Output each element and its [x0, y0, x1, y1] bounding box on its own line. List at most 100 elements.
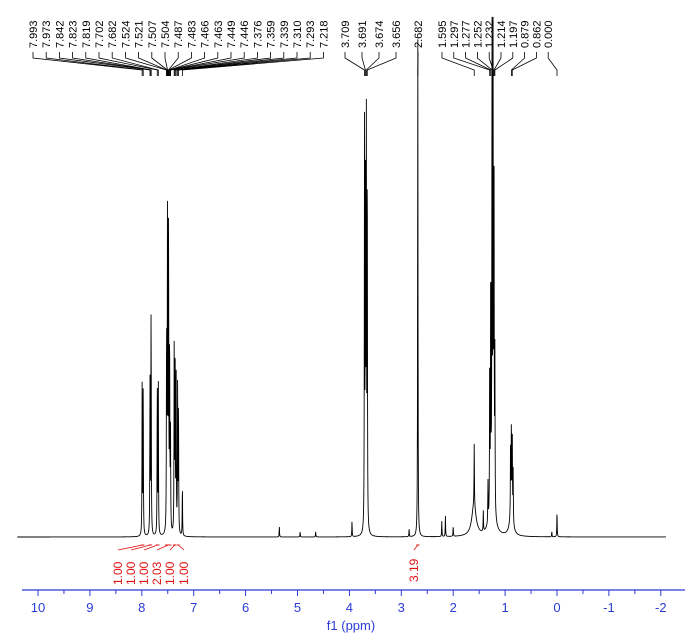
peak-label: 3.656	[391, 20, 403, 48]
x-axis: 10 9 8 7 6 5 4 3 2 1 0 -1 -2	[22, 589, 685, 615]
x-tick-label: 7	[190, 600, 197, 615]
peak-label: 7.310	[292, 20, 304, 48]
peak-leader-line	[178, 52, 311, 76]
peak-label: 7.293	[305, 20, 317, 48]
integral-label: 1.00	[177, 561, 191, 585]
peak-leader-line	[547, 52, 558, 76]
integral-leader	[178, 544, 185, 551]
x-tick-label: 4	[346, 600, 353, 615]
peak-label: 7.449	[226, 20, 238, 48]
peak-leader-line	[465, 52, 492, 76]
x-tick-label: 0	[553, 600, 560, 615]
peak-label: 7.446	[239, 20, 251, 48]
peak-label: 7.524	[120, 20, 132, 48]
peak-label: 3.674	[374, 20, 386, 48]
peak-leader-line	[164, 52, 168, 76]
peak-leader-line	[45, 52, 144, 76]
peak-leader-line	[170, 52, 245, 76]
x-tick-label: -2	[655, 600, 667, 615]
peak-label: 7.973	[41, 20, 53, 48]
peak-label: 7.504	[160, 20, 172, 48]
peak-leader-line	[493, 52, 502, 76]
integral-label: 3.19	[407, 558, 421, 582]
integral-leader	[143, 544, 158, 551]
peak-label: 7.359	[266, 20, 278, 48]
integral-leader	[413, 544, 419, 551]
peak-leader-line	[494, 52, 514, 76]
peak-label: 1.595	[437, 20, 449, 48]
peak-label: 3.691	[357, 20, 369, 48]
peak-label: 7.507	[147, 20, 159, 48]
peak-leader-line	[173, 52, 258, 76]
peak-leader-line	[366, 52, 397, 76]
x-tick-label: 10	[31, 600, 45, 615]
spectrum-line	[17, 16, 666, 538]
peak-leader-line	[344, 52, 365, 76]
integral-label: 1.00	[137, 561, 151, 585]
peak-leader-line	[361, 52, 366, 76]
integral-leader	[117, 544, 143, 551]
peak-leader-line	[98, 52, 158, 76]
integral-leader	[130, 544, 151, 551]
integral-label: 1.00	[111, 561, 125, 585]
x-tick-label: 6	[242, 600, 249, 615]
peak-label: 7.993	[28, 20, 40, 48]
peak-label: 7.339	[279, 20, 291, 48]
peak-label: 7.823	[68, 20, 80, 48]
peak-leader-line	[510, 52, 525, 76]
peak-label: 7.521	[134, 20, 146, 48]
peak-label: 7.682	[107, 20, 119, 48]
x-tick-label: -1	[603, 600, 615, 615]
peak-label: 1.197	[508, 20, 520, 48]
peak-leader-line	[175, 52, 285, 76]
peak-label: 0.879	[520, 20, 532, 48]
peak-label: 7.819	[81, 20, 93, 48]
peak-leader-line	[453, 52, 491, 76]
integral-label: 2.03	[150, 561, 164, 585]
integral-label: 1.00	[163, 561, 177, 585]
peak-label: 1.214	[496, 20, 508, 48]
x-axis-label: f1 (ppm)	[327, 618, 375, 633]
peak-leader-line	[181, 52, 324, 76]
peak-leader-line	[59, 52, 151, 76]
peak-label: 7.376	[252, 20, 264, 48]
x-tick-label: 9	[86, 600, 93, 615]
peak-leader-line	[511, 52, 537, 76]
peak-leader-line	[85, 52, 152, 76]
peak-label: 7.487	[173, 20, 185, 48]
peak-label: 0.000	[543, 20, 555, 48]
integral-label: 1.00	[124, 561, 138, 585]
peak-label: 7.466	[200, 20, 212, 48]
x-tick-label: 2	[450, 600, 457, 615]
peak-leader-line	[365, 52, 380, 76]
peak-leader-line	[111, 52, 159, 76]
peak-leader-line	[177, 52, 298, 76]
peak-label: 7.842	[54, 20, 66, 48]
x-tick-label: 1	[501, 600, 508, 615]
peak-label: 7.483	[186, 20, 198, 48]
x-tick-label: 3	[398, 600, 405, 615]
peak-leader-line	[169, 52, 219, 76]
integrals: 1.00 1.00 1.00 2.03 1.00 1.00 3.19	[111, 544, 421, 585]
x-tick-label: 5	[294, 600, 301, 615]
peak-leader-line	[32, 52, 143, 76]
integral-leader	[169, 544, 176, 551]
peak-label: 0.862	[531, 20, 543, 48]
peak-label: 7.702	[94, 20, 106, 48]
peak-leader-line	[125, 52, 167, 76]
x-tick-label: 8	[138, 600, 145, 615]
peak-label: 3.709	[340, 20, 352, 48]
peak-leader-line	[441, 52, 475, 76]
peak-label: 1.232	[484, 20, 496, 48]
peak-label: 1.297	[449, 20, 461, 48]
peak-label: 2.682	[413, 20, 425, 48]
peak-label: 1.277	[461, 20, 473, 48]
peak-leader-line	[168, 52, 192, 76]
peak-label: 1.252	[472, 20, 484, 48]
peak-label: 7.463	[213, 20, 225, 48]
peak-leader-line	[138, 52, 168, 76]
integral-leader	[156, 544, 169, 551]
peak-label: 7.218	[318, 20, 330, 48]
peak-labels: 7.993 7.973 7.842 7.823 7.819 7.702 7.682 7.524…	[28, 20, 558, 76]
